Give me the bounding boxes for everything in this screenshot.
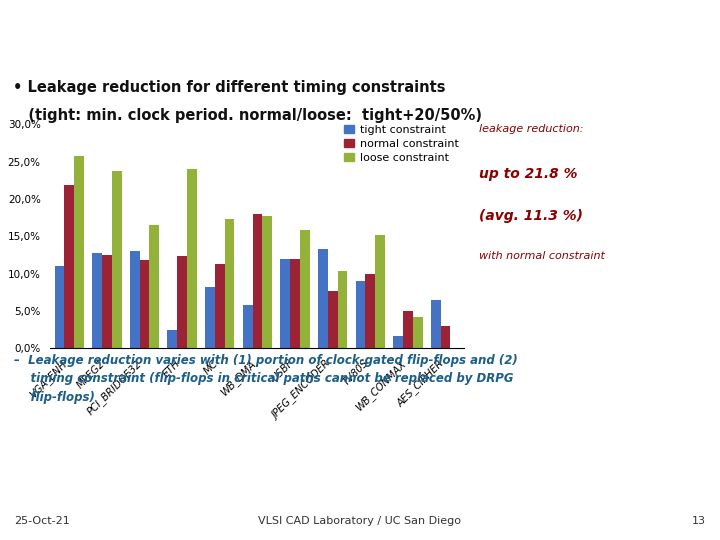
Bar	[149, 225, 159, 348]
Bar	[168, 329, 177, 348]
Legend: tight constraint, normal constraint, loose constraint: tight constraint, normal constraint, loo…	[344, 125, 459, 163]
Text: • Leakage reduction for different timing constraints: • Leakage reduction for different timing…	[13, 79, 446, 94]
Text: –  Leakage reduction varies with (1) portion of clock-gated flip-flops and (2)
 : – Leakage reduction varies with (1) port…	[14, 354, 518, 404]
Bar	[290, 259, 300, 348]
Bar	[366, 274, 375, 348]
Bar	[92, 253, 102, 348]
Bar	[187, 169, 197, 348]
Bar	[356, 281, 366, 348]
Bar	[280, 259, 290, 348]
Bar	[431, 300, 441, 348]
Bar	[205, 287, 215, 348]
Bar	[328, 291, 338, 348]
Bar	[300, 230, 310, 348]
Text: 25-Oct-21: 25-Oct-21	[14, 516, 70, 526]
Bar	[55, 266, 64, 348]
Text: with normal constraint: with normal constraint	[479, 251, 605, 261]
Bar	[130, 251, 140, 348]
Text: VLSI CAD Laboratory / UC San Diego: VLSI CAD Laboratory / UC San Diego	[258, 516, 462, 526]
Text: (avg. 11.3 %): (avg. 11.3 %)	[479, 209, 582, 223]
Bar	[441, 326, 451, 348]
Bar	[413, 317, 423, 348]
Text: 13: 13	[692, 516, 706, 526]
Bar	[64, 185, 74, 348]
Bar	[403, 311, 413, 348]
Text: leakage reduction:: leakage reduction:	[479, 124, 583, 134]
Bar	[375, 235, 385, 348]
Text: up to 21.8 %: up to 21.8 %	[479, 166, 577, 180]
Bar	[243, 305, 253, 348]
Bar	[393, 335, 403, 348]
Bar	[102, 255, 112, 348]
Bar	[74, 156, 84, 348]
Bar	[262, 216, 272, 348]
Bar	[215, 264, 225, 348]
Bar	[112, 171, 122, 348]
Bar	[318, 249, 328, 348]
Bar	[253, 214, 262, 348]
Text: (tight: min. clock period. normal/loose:  tight+20/50%): (tight: min. clock period. normal/loose:…	[13, 109, 482, 124]
Bar	[225, 219, 235, 348]
Bar	[140, 260, 149, 348]
Bar	[177, 256, 187, 348]
Text: Leakage Reduction for Implemented Design: Leakage Reduction for Implemented Design	[13, 23, 598, 46]
Bar	[338, 272, 347, 348]
